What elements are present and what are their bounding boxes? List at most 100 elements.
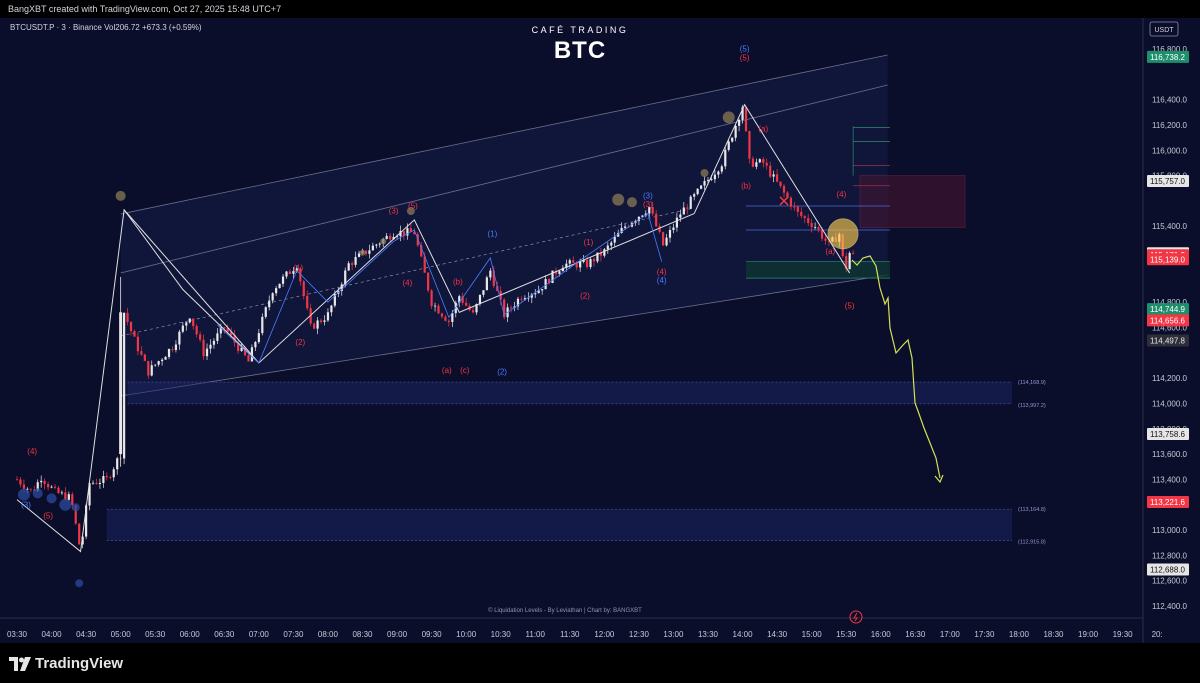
candle-body: [585, 260, 589, 268]
x-tick-label: 08:30: [352, 630, 373, 639]
candle-body: [447, 320, 450, 322]
liquidation-bubble: [626, 197, 637, 208]
candle-body: [433, 305, 437, 307]
candle-body: [800, 211, 803, 217]
candle-body: [347, 263, 350, 271]
candle-body: [606, 245, 609, 250]
candle-body: [789, 197, 793, 207]
wave-label: (3): [643, 200, 653, 209]
candle-body: [46, 484, 50, 488]
candle-body: [98, 482, 102, 485]
candle-body: [281, 276, 285, 284]
x-tick-label: 10:00: [456, 630, 477, 639]
zone-top-label: (113,164.8): [1018, 507, 1046, 513]
candle-body: [323, 320, 326, 322]
candle-body: [195, 326, 198, 335]
tradingview-logo[interactable]: TradingView: [9, 655, 123, 672]
candle-body: [243, 347, 247, 356]
liquidation-bubble: [700, 169, 709, 178]
candle-body: [620, 227, 623, 234]
candle-body: [592, 259, 596, 262]
candle-body: [461, 296, 464, 303]
chart-background: [0, 18, 1200, 643]
wave-label: (2): [580, 291, 590, 300]
candle-body: [385, 235, 388, 239]
candle-body: [482, 290, 485, 295]
candle-body: [85, 505, 88, 537]
x-tick-label: 09:00: [387, 630, 408, 639]
change-value: +673.3 (+0.59%): [141, 23, 202, 32]
wave-label: (5): [408, 202, 418, 211]
sub-wave-line: [217, 212, 663, 364]
candle-body: [19, 479, 22, 485]
candle-body: [378, 243, 381, 245]
wave-label: (4): [657, 276, 667, 285]
price-tag: [1147, 334, 1189, 347]
currency-box: [1149, 21, 1179, 37]
candle-body: [492, 270, 495, 286]
chart-area[interactable]: USDT 116,800.0 116,400.0 116,200.0 116,000.0…: [0, 18, 1200, 643]
candle-body: [437, 305, 440, 314]
price-tag-label: 113,221.6: [1150, 498, 1186, 507]
candle-body: [40, 480, 43, 483]
x-tick-label: 07:00: [249, 630, 270, 639]
candle-body: [527, 297, 530, 299]
candle-body: [64, 492, 67, 500]
candle-body: [520, 298, 523, 300]
candle-body: [95, 482, 98, 485]
wave-label: (1): [488, 229, 498, 238]
candle-body: [371, 245, 374, 251]
y-tick-label: 114,800.0: [1152, 298, 1188, 307]
candle-body: [351, 263, 354, 265]
wave-label: (3): [643, 191, 653, 200]
candle-body: [648, 207, 651, 214]
x-tick-label: 14:30: [767, 630, 788, 639]
wave-label: (1): [584, 238, 594, 247]
channel-fill: [120, 55, 888, 396]
wave-label: (3): [389, 207, 399, 216]
x-tick-label: 11:30: [560, 630, 580, 639]
candle-body: [537, 290, 540, 294]
x-tick-label: 06:30: [214, 630, 235, 639]
candle-body: [814, 227, 817, 228]
x-tick-label: 13:30: [698, 630, 719, 639]
candle-body: [181, 325, 184, 332]
candle-body: [247, 355, 250, 362]
x-tick-label: 14:00: [733, 630, 754, 639]
candle-body: [786, 192, 789, 198]
candle-body: [406, 228, 409, 236]
candle-body: [817, 227, 820, 230]
candle-body: [268, 300, 271, 308]
candle-body: [288, 271, 292, 274]
candle-body: [679, 214, 682, 218]
candle-body: [458, 296, 461, 303]
candle-body: [696, 188, 699, 195]
candle-body: [565, 263, 568, 268]
price-chart[interactable]: USDT 116,800.0 116,400.0 116,200.0 116,000.0…: [0, 18, 1200, 643]
candle-body: [292, 271, 295, 274]
candle-body: [444, 316, 447, 321]
candle-body: [596, 252, 599, 262]
candle-body: [686, 207, 689, 209]
candle-body: [820, 229, 824, 239]
liquidation-zone: [106, 509, 1012, 541]
brand-subtitle: CAFÉ TRADING: [531, 25, 629, 35]
candle-body: [782, 185, 786, 193]
zone-top-label: (114,168.9): [1018, 380, 1046, 386]
candle-body: [209, 344, 212, 349]
candle-body: [330, 305, 333, 313]
candle-body: [803, 216, 806, 219]
y-tick-label: 112,800.0: [1152, 551, 1188, 560]
candle-body: [223, 327, 226, 329]
liquidation-zone: [127, 382, 1012, 404]
wave-label: (2): [295, 338, 305, 347]
candle-body: [60, 492, 64, 494]
price-tag-label: 114,497.8: [1150, 336, 1186, 345]
candle-body: [91, 482, 95, 484]
wave-label: (4): [836, 190, 846, 199]
candle-body: [599, 252, 602, 256]
candle-body: [306, 295, 309, 309]
candle-body: [74, 505, 77, 524]
x-tick-label: 18:00: [1009, 630, 1030, 639]
tradingview-logo-text: TradingView: [35, 655, 124, 672]
